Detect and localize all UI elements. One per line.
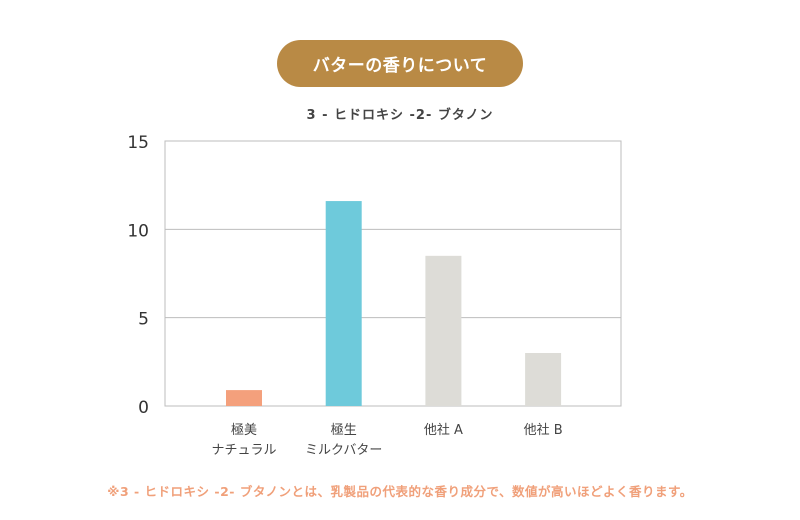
bar-3 xyxy=(525,353,562,406)
plot-frame xyxy=(164,140,622,407)
bar-0 xyxy=(226,390,262,406)
header-pill: バターの香りについて xyxy=(277,40,523,87)
x-tick-label-0-1: ナチュラル xyxy=(211,443,276,458)
bar-1 xyxy=(325,201,362,406)
footnote: ※3 - ヒドロキシ -2- ブタノンとは、乳製品の代表的な香り成分で、数値が高… xyxy=(107,484,693,499)
bar-2 xyxy=(425,255,462,406)
x-tick-label-3-0: 他社 B xyxy=(524,422,563,438)
x-tick-label-0-0: 極美 xyxy=(231,422,257,438)
x-tick-label-1-0: 極生 xyxy=(331,422,357,438)
y-tick-label-3: 15 xyxy=(127,133,149,153)
header-title: バターの香りについて xyxy=(312,56,488,76)
y-tick-label-1: 5 xyxy=(138,310,149,330)
chart-title: 3 - ヒドロキシ -2- ブタノン xyxy=(306,108,494,123)
x-tick-label-1-1: ミルクバター xyxy=(305,443,382,458)
x-tick-label-2-0: 他社 A xyxy=(424,422,463,438)
y-tick-label-2: 10 xyxy=(127,221,149,241)
y-tick-label-0: 0 xyxy=(138,398,149,418)
